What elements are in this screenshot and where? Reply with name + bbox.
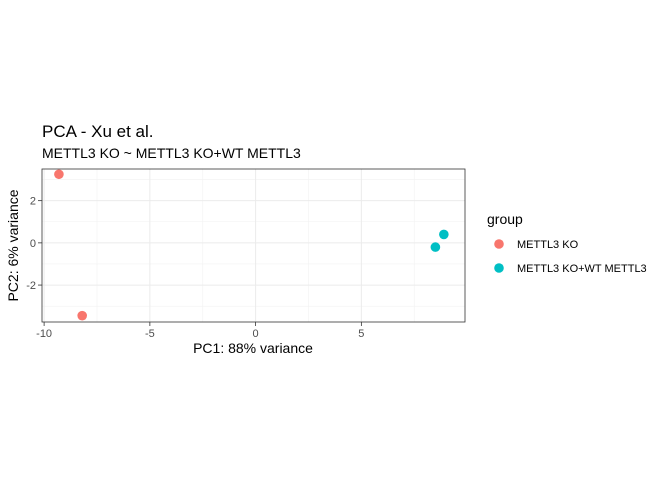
legend-key: [494, 239, 504, 249]
chart-title: PCA - Xu et al.: [42, 122, 154, 141]
legend: group METTL3 KO METTL3 KO+WT METTL3: [487, 211, 647, 275]
plot-border: [41, 168, 466, 323]
x-tick-label: -5: [145, 328, 155, 340]
y-axis-title: PC2: 6% variance: [5, 189, 21, 301]
axis-ticks: -10 -5 0 5 2 0 -2: [26, 196, 364, 340]
data-point: [54, 169, 64, 180]
legend-key: [494, 263, 504, 273]
x-tick-label: 5: [358, 328, 364, 340]
grid-lines: [42, 169, 465, 322]
data-points: [54, 169, 449, 321]
legend-label: METTL3 KO: [517, 239, 579, 251]
data-point: [439, 229, 449, 240]
x-tick-label: -10: [36, 328, 52, 340]
y-tick-label: 0: [30, 238, 36, 250]
x-axis-title: PC1: 88% variance: [193, 340, 313, 356]
y-tick-label: -2: [26, 280, 36, 292]
y-tick-label: 2: [30, 196, 36, 208]
legend-items: METTL3 KO METTL3 KO+WT METTL3: [494, 239, 647, 275]
x-tick-label: 0: [253, 328, 259, 340]
data-point: [430, 242, 441, 252]
legend-title: group: [487, 211, 523, 227]
chart-subtitle: METTL3 KO ~ METTL3 KO+WT METTL3: [42, 145, 301, 161]
plot-panel: [42, 169, 465, 322]
data-point: [77, 310, 87, 321]
legend-label: METTL3 KO+WT METTL3: [517, 263, 647, 275]
